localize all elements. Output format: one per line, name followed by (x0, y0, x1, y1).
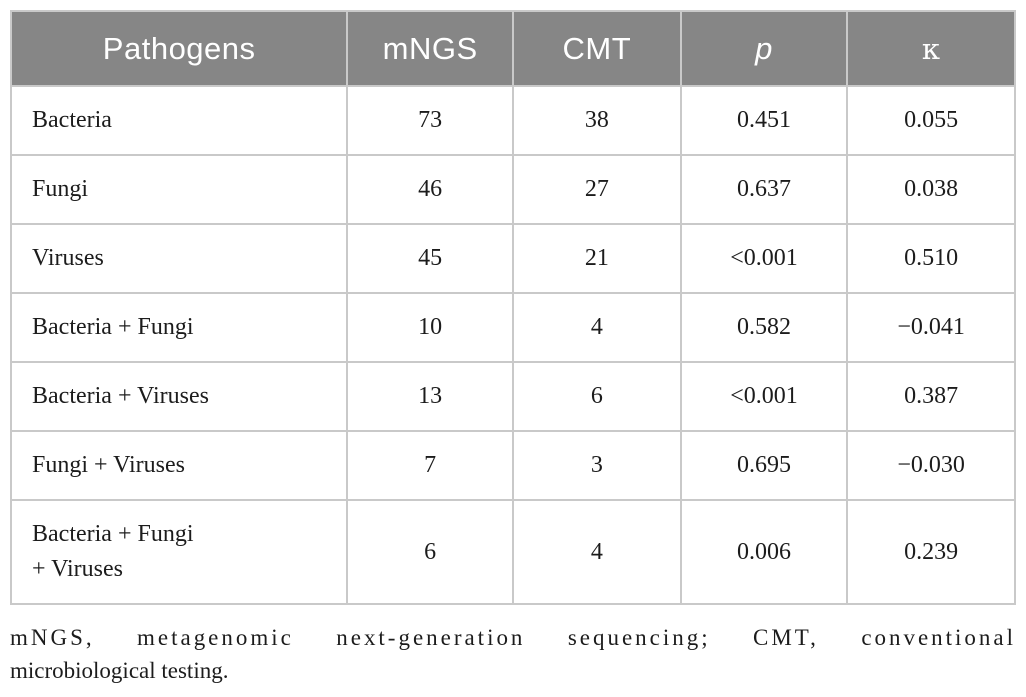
table-row: Bacteria 73 38 0.451 0.055 (9, 85, 1016, 156)
p-value-cell: 0.637 (679, 154, 849, 225)
table-row: Fungi 46 27 0.637 0.038 (9, 154, 1016, 225)
column-header-kappa: κ (846, 10, 1016, 87)
table-header-row: Pathogens mNGS CMT p κ (9, 10, 1016, 87)
footnote-line-2: microbiological testing. (10, 657, 229, 683)
cmt-cell: 27 (512, 154, 682, 225)
kappa-cell: 0.055 (846, 85, 1016, 156)
mngs-cell: 45 (346, 223, 514, 294)
column-header-p-value: p (679, 10, 849, 87)
column-header-pathogens: Pathogens (9, 10, 349, 87)
pathogen-cell: Fungi + Viruses (9, 430, 349, 501)
cmt-cell: 4 (512, 499, 682, 605)
pathogen-cell: Fungi (9, 154, 349, 225)
mngs-cell: 46 (346, 154, 514, 225)
cmt-cell: 6 (512, 361, 682, 432)
table-row: Bacteria + Viruses 13 6 <0.001 0.387 (9, 361, 1016, 432)
column-header-cmt: CMT (512, 10, 682, 87)
kappa-cell: 0.387 (846, 361, 1016, 432)
pathogen-cell: Bacteria (9, 85, 349, 156)
cmt-cell: 4 (512, 292, 682, 363)
cmt-cell: 21 (512, 223, 682, 294)
kappa-cell: −0.041 (846, 292, 1016, 363)
mngs-cell: 73 (346, 85, 514, 156)
p-value-cell: 0.695 (679, 430, 849, 501)
mngs-cell: 6 (346, 499, 514, 605)
table-row: Bacteria + Fungi + Viruses 6 4 0.006 0.2… (9, 499, 1016, 605)
kappa-cell: 0.239 (846, 499, 1016, 605)
cmt-cell: 3 (512, 430, 682, 501)
kappa-cell: −0.030 (846, 430, 1016, 501)
p-value-cell: <0.001 (679, 361, 849, 432)
p-value-cell: 0.582 (679, 292, 849, 363)
column-header-mngs: mNGS (346, 10, 514, 87)
table-row: Viruses 45 21 <0.001 0.510 (9, 223, 1016, 294)
table-row: Bacteria + Fungi 10 4 0.582 −0.041 (9, 292, 1016, 363)
table-row: Fungi + Viruses 7 3 0.695 −0.030 (9, 430, 1016, 501)
p-value-cell: 0.006 (679, 499, 849, 605)
pathogen-cell: Viruses (9, 223, 349, 294)
mngs-cell: 13 (346, 361, 514, 432)
pathogen-cell: Bacteria + Fungi + Viruses (9, 499, 349, 605)
kappa-cell: 0.038 (846, 154, 1016, 225)
kappa-cell: 0.510 (846, 223, 1016, 294)
p-value-cell: 0.451 (679, 85, 849, 156)
pathogen-cell: Bacteria + Fungi (9, 292, 349, 363)
table-footnote: mNGS, metagenomic next-generation sequen… (10, 622, 1016, 687)
footnote-line-1: mNGS, metagenomic next-generation sequen… (10, 625, 1016, 650)
pathogens-comparison-table: Pathogens mNGS CMT p κ Bacteria 73 38 0.… (9, 10, 1016, 605)
mngs-cell: 7 (346, 430, 514, 501)
mngs-cell: 10 (346, 292, 514, 363)
p-value-cell: <0.001 (679, 223, 849, 294)
pathogen-cell: Bacteria + Viruses (9, 361, 349, 432)
cmt-cell: 38 (512, 85, 682, 156)
